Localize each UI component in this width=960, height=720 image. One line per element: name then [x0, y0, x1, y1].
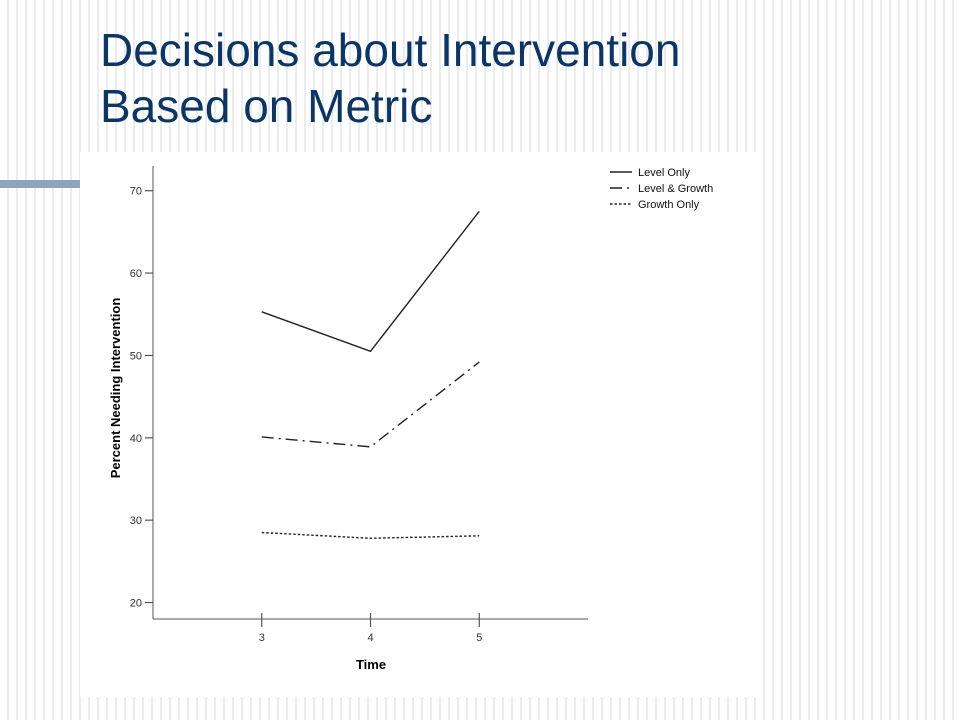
- y-axis-title: Percent Needing Intervention: [108, 298, 123, 479]
- y-tick-label-60: 60: [130, 268, 142, 280]
- y-tick-label-40: 40: [130, 433, 142, 445]
- chart-axes: 20 30 40 50 60 70 3 4 5: [130, 166, 588, 644]
- series-line-level-growth: [261, 361, 480, 448]
- slide-title-line-2: Based on Metric: [100, 80, 433, 132]
- line-chart: 20 30 40 50 60 70 3 4 5 Level Only Level & Growth…: [108, 166, 713, 672]
- y-tick-label-50: 50: [130, 350, 142, 362]
- legend-label-growth-only: Growth Only: [638, 199, 700, 211]
- y-tick-label-30: 30: [130, 515, 142, 527]
- y-tick-label-20: 20: [130, 598, 142, 610]
- x-tick-label-4: 4: [367, 632, 373, 644]
- legend-label-level-growth: Level & Growth: [638, 183, 713, 195]
- series-line-level-only: [261, 210, 480, 353]
- slide-title: Decisions about Intervention Based on Me…: [100, 22, 940, 134]
- legend-label-level-only: Level Only: [638, 167, 690, 179]
- series-line-growth-only: [261, 531, 480, 539]
- chart-panel: 20 30 40 50 60 70 3 4 5 Level Only Level & Growth…: [80, 152, 760, 697]
- y-tick-label-70: 70: [130, 186, 142, 198]
- accent-bar: [0, 180, 80, 188]
- x-axis-title: Time: [356, 657, 386, 672]
- chart-series-layer: [261, 210, 480, 539]
- x-tick-label-3: 3: [259, 632, 265, 644]
- chart-legend: Level Only Level & Growth Growth Only: [610, 167, 713, 211]
- x-tick-label-5: 5: [476, 632, 482, 644]
- slide-title-line-1: Decisions about Intervention: [100, 24, 681, 76]
